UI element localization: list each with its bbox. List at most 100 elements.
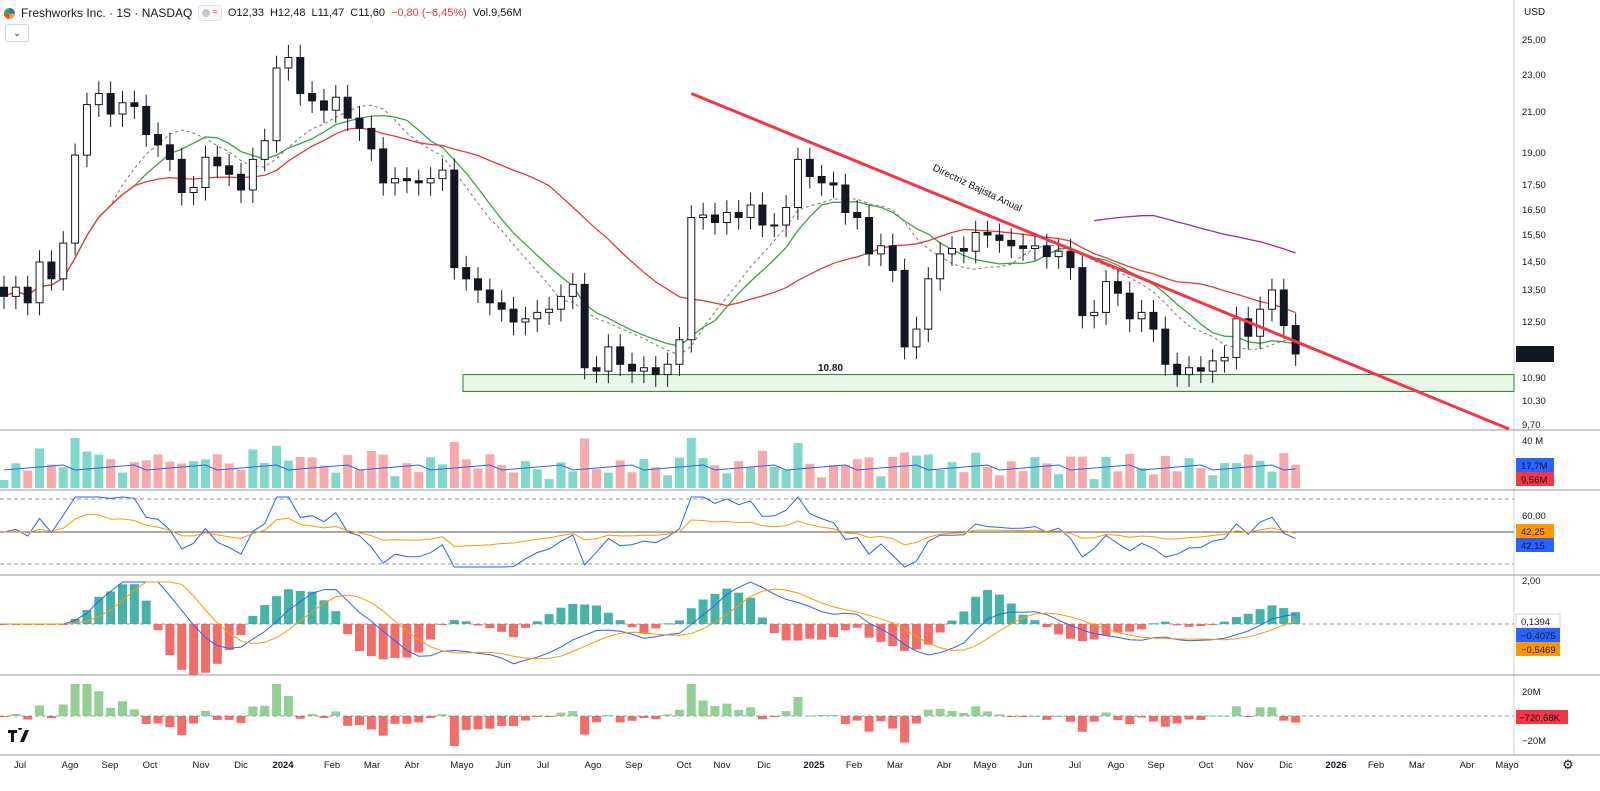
osc-bar <box>663 714 673 716</box>
osc-bar <box>983 711 993 716</box>
candle-body <box>616 346 625 365</box>
osc-bar <box>1291 716 1301 723</box>
macd-histogram-bar <box>378 624 388 660</box>
candle-body <box>1256 308 1265 337</box>
candle-body <box>1208 360 1217 372</box>
volume-bar <box>971 452 981 488</box>
macd-histogram-bar <box>627 624 637 628</box>
candle-body <box>1078 267 1087 317</box>
candle-body <box>746 204 755 218</box>
candle-body <box>556 295 565 310</box>
volume-bar <box>520 461 530 488</box>
candle-body <box>533 311 542 320</box>
macd-histogram-bar <box>520 624 530 628</box>
macd-histogram-bar <box>888 624 898 646</box>
candle-body <box>876 245 885 255</box>
time-axis-label: Oct <box>1199 760 1214 771</box>
candle-body <box>1054 250 1063 258</box>
volume-bar <box>852 459 862 488</box>
osc-bar <box>1255 707 1265 716</box>
candle-body <box>165 144 174 160</box>
osc-bar <box>603 715 613 716</box>
macd-histogram-bar <box>900 624 910 652</box>
candle-body <box>11 286 20 297</box>
candle-body <box>59 242 68 280</box>
osc-bar <box>426 716 436 719</box>
osc-bar <box>829 714 838 716</box>
osc-bar <box>355 716 364 726</box>
volume-bar <box>603 472 613 488</box>
candle-body <box>1030 245 1039 250</box>
volume-bar <box>260 462 270 488</box>
osc-bar <box>1243 716 1253 717</box>
macd-histogram-bar <box>1077 624 1087 642</box>
symbol-title[interactable]: Freshworks Inc. · 1S · NASDAQ <box>21 6 193 20</box>
collapse-legend-button[interactable]: ⌄ <box>5 24 29 42</box>
volume-bar <box>734 461 744 488</box>
osc-bar <box>331 711 341 716</box>
macd-histogram-bar <box>366 624 376 657</box>
macd-histogram-bar <box>437 624 447 625</box>
macd-histogram-bar <box>331 611 341 624</box>
price-tick: 12,50 <box>1522 317 1546 328</box>
candle-body <box>651 367 660 376</box>
macd-histogram-bar <box>864 624 874 638</box>
candle-body <box>201 156 210 188</box>
time-axis-label: Abr <box>405 760 420 771</box>
candle-body <box>438 169 447 180</box>
volume-bar <box>817 477 827 488</box>
tradingview-logo[interactable] <box>8 726 38 746</box>
time-axis-label: Dic <box>234 760 248 771</box>
macd-histogram-bar <box>769 624 779 634</box>
settings-gear-icon[interactable]: ⚙ <box>1562 757 1574 772</box>
candle-body <box>734 212 743 218</box>
indicator-toggle[interactable]: ≈ <box>198 5 222 21</box>
osc-bar <box>129 709 139 716</box>
volume-bar <box>497 465 507 488</box>
volume-bar <box>378 454 388 488</box>
candle-body <box>0 286 8 297</box>
time-axis-label: Jun <box>1017 760 1032 771</box>
volume-bar <box>283 460 293 488</box>
price-tick: 10,90 <box>1522 373 1546 384</box>
osc-bar <box>876 716 886 722</box>
volume-bar <box>1018 471 1028 488</box>
macd-histogram-bar <box>189 624 199 676</box>
currency-selector[interactable]: USD <box>1524 6 1546 18</box>
price-tick: 10,30 <box>1522 396 1546 407</box>
osc-bar <box>722 703 732 716</box>
osc-bar <box>70 684 80 716</box>
volume-bar <box>900 452 910 488</box>
macd-histogram-bar <box>983 589 993 624</box>
candle-body <box>130 102 139 107</box>
volume-bar <box>959 472 969 488</box>
macd-histogram-bar <box>556 607 566 624</box>
volume-bar <box>568 471 578 488</box>
macd-histogram-bar <box>603 612 613 624</box>
time-axis-label: Jul <box>14 760 26 771</box>
osc-bar <box>58 704 68 716</box>
time-axis-label: Ago <box>585 760 602 771</box>
macd-histogram-bar <box>485 624 495 629</box>
macd-histogram-bar <box>449 620 459 624</box>
candle-body <box>687 217 696 341</box>
macd-signal-badge <box>1516 642 1560 656</box>
candle-body <box>284 57 293 69</box>
macd-histogram-bar <box>1101 624 1111 636</box>
osc-bar <box>1267 707 1277 716</box>
time-axis-label: Nov <box>1237 760 1254 771</box>
sma-long-line <box>1094 214 1296 254</box>
candle-body <box>308 93 317 102</box>
volume-bar <box>307 457 317 488</box>
ohlc-low: L11,47 <box>311 7 345 19</box>
candle-body <box>509 308 518 323</box>
volume-bar <box>355 469 364 488</box>
macd-histogram-bar <box>343 624 353 635</box>
candle-body <box>1066 250 1075 269</box>
time-axis-label: Dic <box>757 760 771 771</box>
volume-bar <box>888 456 898 488</box>
macd-histogram-bar <box>923 624 933 645</box>
osc-bar <box>615 716 625 723</box>
